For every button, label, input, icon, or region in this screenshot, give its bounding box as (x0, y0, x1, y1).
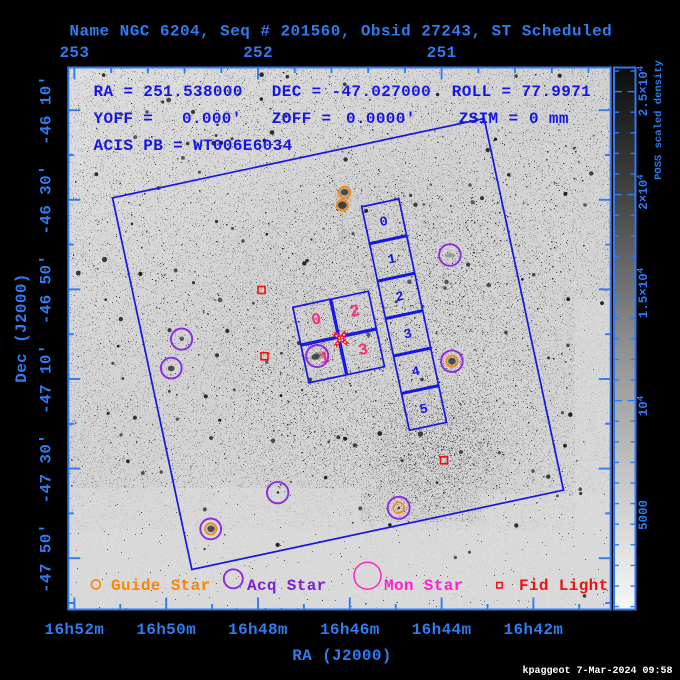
svg-text:5000: 5000 (637, 500, 651, 530)
svg-text:3: 3 (403, 327, 414, 343)
svg-text:16h52m: 16h52m (45, 621, 105, 639)
svg-text:251: 251 (427, 44, 457, 62)
svg-text:0.0000': 0.0000' (346, 110, 416, 128)
svg-text:YOFF =: YOFF = (94, 110, 154, 128)
svg-text:2×104: 2×104 (636, 174, 651, 210)
svg-text:0: 0 (310, 309, 324, 330)
svg-text:-46 10': -46 10' (38, 75, 56, 145)
svg-text:0: 0 (379, 215, 390, 231)
svg-text:253: 253 (59, 44, 89, 62)
svg-text:DEC = -47.027000: DEC = -47.027000 (272, 83, 431, 101)
svg-text:2: 2 (395, 290, 406, 306)
svg-text:4: 4 (411, 365, 422, 381)
svg-text:2.5×104: 2.5×104 (636, 65, 651, 116)
svg-text:kpaggeot 7-Mar-2024 09:58: kpaggeot 7-Mar-2024 09:58 (523, 665, 673, 677)
svg-text:ZSIM =: ZSIM = (459, 110, 519, 128)
svg-text:Acq Star: Acq Star (247, 577, 327, 595)
svg-text:1: 1 (387, 252, 398, 268)
svg-text:16h48m: 16h48m (228, 621, 288, 639)
svg-text:-47 50': -47 50' (38, 523, 56, 593)
svg-text:1.5×104: 1.5×104 (636, 267, 651, 318)
svg-text:0 mm: 0 mm (529, 110, 569, 128)
svg-text:-46 50': -46 50' (38, 255, 56, 325)
svg-text:16h42m: 16h42m (504, 621, 564, 639)
svg-text:RA = 251.538000: RA = 251.538000 (94, 83, 243, 101)
svg-text:16h50m: 16h50m (136, 621, 196, 639)
svg-text:-47 10': -47 10' (38, 344, 56, 414)
svg-text:Dec (J2000): Dec (J2000) (13, 273, 31, 382)
svg-text:252: 252 (243, 44, 273, 62)
svg-text:-46 30': -46 30' (38, 165, 56, 235)
svg-text:RA (J2000): RA (J2000) (292, 647, 392, 665)
svg-text:Name NGC 6204, Seq # 201560, O: Name NGC 6204, Seq # 201560, Obsid 27243… (69, 23, 612, 41)
svg-text:3: 3 (356, 340, 370, 361)
svg-text:-47 30': -47 30' (38, 434, 56, 504)
svg-text:POSS scaled density: POSS scaled density (653, 59, 665, 179)
svg-text:Guide Star: Guide Star (111, 577, 211, 595)
svg-text:Mon Star: Mon Star (384, 577, 464, 595)
svg-text:ROLL = 77.9971: ROLL = 77.9971 (452, 83, 591, 101)
svg-text:16h44m: 16h44m (412, 621, 472, 639)
svg-text:0.000': 0.000' (182, 110, 242, 128)
svg-text:2: 2 (348, 301, 362, 322)
svg-text:Fid Light: Fid Light (519, 577, 609, 595)
svg-text:16h46m: 16h46m (320, 621, 380, 639)
svg-text:5: 5 (419, 402, 430, 418)
svg-text:ZOFF =: ZOFF = (272, 110, 332, 128)
svg-text:ACIS PB = WT006E6034: ACIS PB = WT006E6034 (94, 137, 293, 155)
